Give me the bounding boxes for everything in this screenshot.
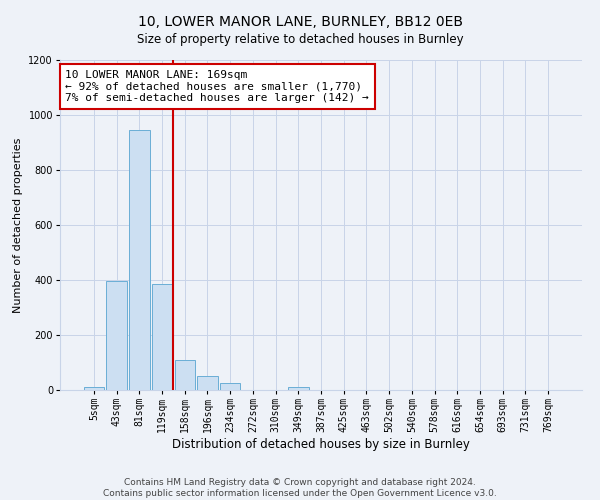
Bar bbox=[220, 383, 241, 390]
Y-axis label: Number of detached properties: Number of detached properties bbox=[13, 138, 23, 312]
Text: Contains HM Land Registry data © Crown copyright and database right 2024.
Contai: Contains HM Land Registry data © Crown c… bbox=[103, 478, 497, 498]
Text: 10 LOWER MANOR LANE: 169sqm
← 92% of detached houses are smaller (1,770)
7% of s: 10 LOWER MANOR LANE: 169sqm ← 92% of det… bbox=[65, 70, 369, 103]
Text: Size of property relative to detached houses in Burnley: Size of property relative to detached ho… bbox=[137, 32, 463, 46]
Bar bbox=[106, 282, 127, 390]
Bar bbox=[175, 360, 195, 390]
X-axis label: Distribution of detached houses by size in Burnley: Distribution of detached houses by size … bbox=[172, 438, 470, 451]
Bar bbox=[152, 284, 172, 390]
Bar bbox=[288, 387, 308, 390]
Text: 10, LOWER MANOR LANE, BURNLEY, BB12 0EB: 10, LOWER MANOR LANE, BURNLEY, BB12 0EB bbox=[137, 15, 463, 29]
Bar bbox=[84, 387, 104, 390]
Bar bbox=[197, 376, 218, 390]
Bar bbox=[129, 130, 149, 390]
